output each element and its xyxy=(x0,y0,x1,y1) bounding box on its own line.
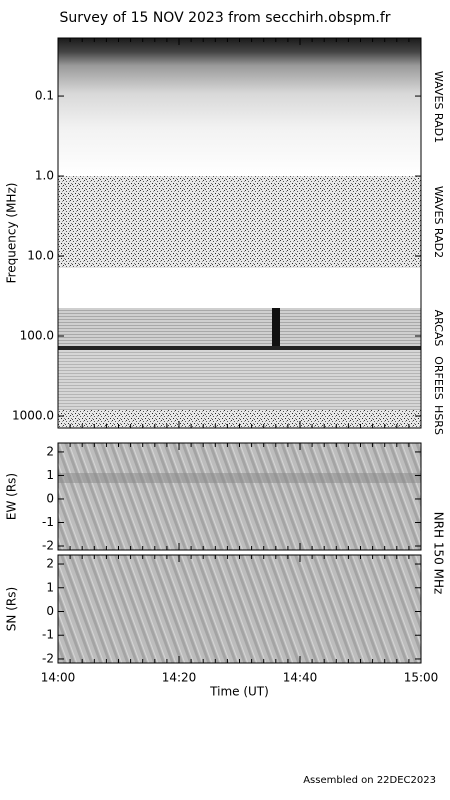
band-label: HSRS xyxy=(432,405,445,435)
ew-image xyxy=(58,443,421,550)
side-label: NRH 150 MHz xyxy=(432,512,446,595)
band-label: ARCAS xyxy=(432,310,445,347)
sn-image xyxy=(58,555,421,663)
y-axis-label: SN (Rs) xyxy=(5,587,19,631)
hsrs-image xyxy=(58,410,421,428)
x-tick-label: 15:00 xyxy=(404,671,439,685)
x-axis-label: Time (UT) xyxy=(209,685,269,699)
ew-ridge xyxy=(58,473,421,483)
y-axis-label: Frequency (MHz) xyxy=(5,183,19,284)
y-tick-label: 100.0 xyxy=(20,329,54,343)
y-tick-label: -2 xyxy=(42,651,54,665)
y-tick-label: 0 xyxy=(46,604,54,618)
band-label: WAVES RAD2 xyxy=(432,186,445,258)
y-tick-label: 1.0 xyxy=(35,169,54,183)
burst xyxy=(272,308,280,346)
y-tick-label: -2 xyxy=(42,539,54,553)
title: Survey of 15 NOV 2023 from secchirh.obsp… xyxy=(59,10,390,26)
y-tick-label: 10.0 xyxy=(27,249,54,263)
y-tick-label: 2 xyxy=(46,557,54,571)
band-edge xyxy=(58,346,421,350)
arcas-image xyxy=(58,308,421,346)
y-tick-label: -1 xyxy=(42,515,54,529)
x-tick-label: 14:40 xyxy=(283,671,318,685)
rad1-image xyxy=(58,38,421,176)
band-label: WAVES RAD1 xyxy=(432,71,445,143)
y-tick-label: 1000.0 xyxy=(12,408,54,422)
rad2-image xyxy=(58,176,421,268)
y-axis-label: EW (Rs) xyxy=(5,473,19,520)
y-tick-label: -1 xyxy=(42,628,54,642)
footer: Assembled on 22DEC2023 xyxy=(303,775,436,786)
y-tick-label: 2 xyxy=(46,444,54,458)
y-tick-label: 1 xyxy=(46,580,54,594)
y-tick-label: 0 xyxy=(46,491,54,505)
x-tick-label: 14:20 xyxy=(162,671,197,685)
spectrogram-image xyxy=(58,38,421,428)
band-label: ORFEES xyxy=(432,356,445,400)
y-tick-label: 1 xyxy=(46,468,54,482)
y-tick-label: 0.1 xyxy=(35,89,54,103)
x-tick-label: 14:00 xyxy=(41,671,76,685)
